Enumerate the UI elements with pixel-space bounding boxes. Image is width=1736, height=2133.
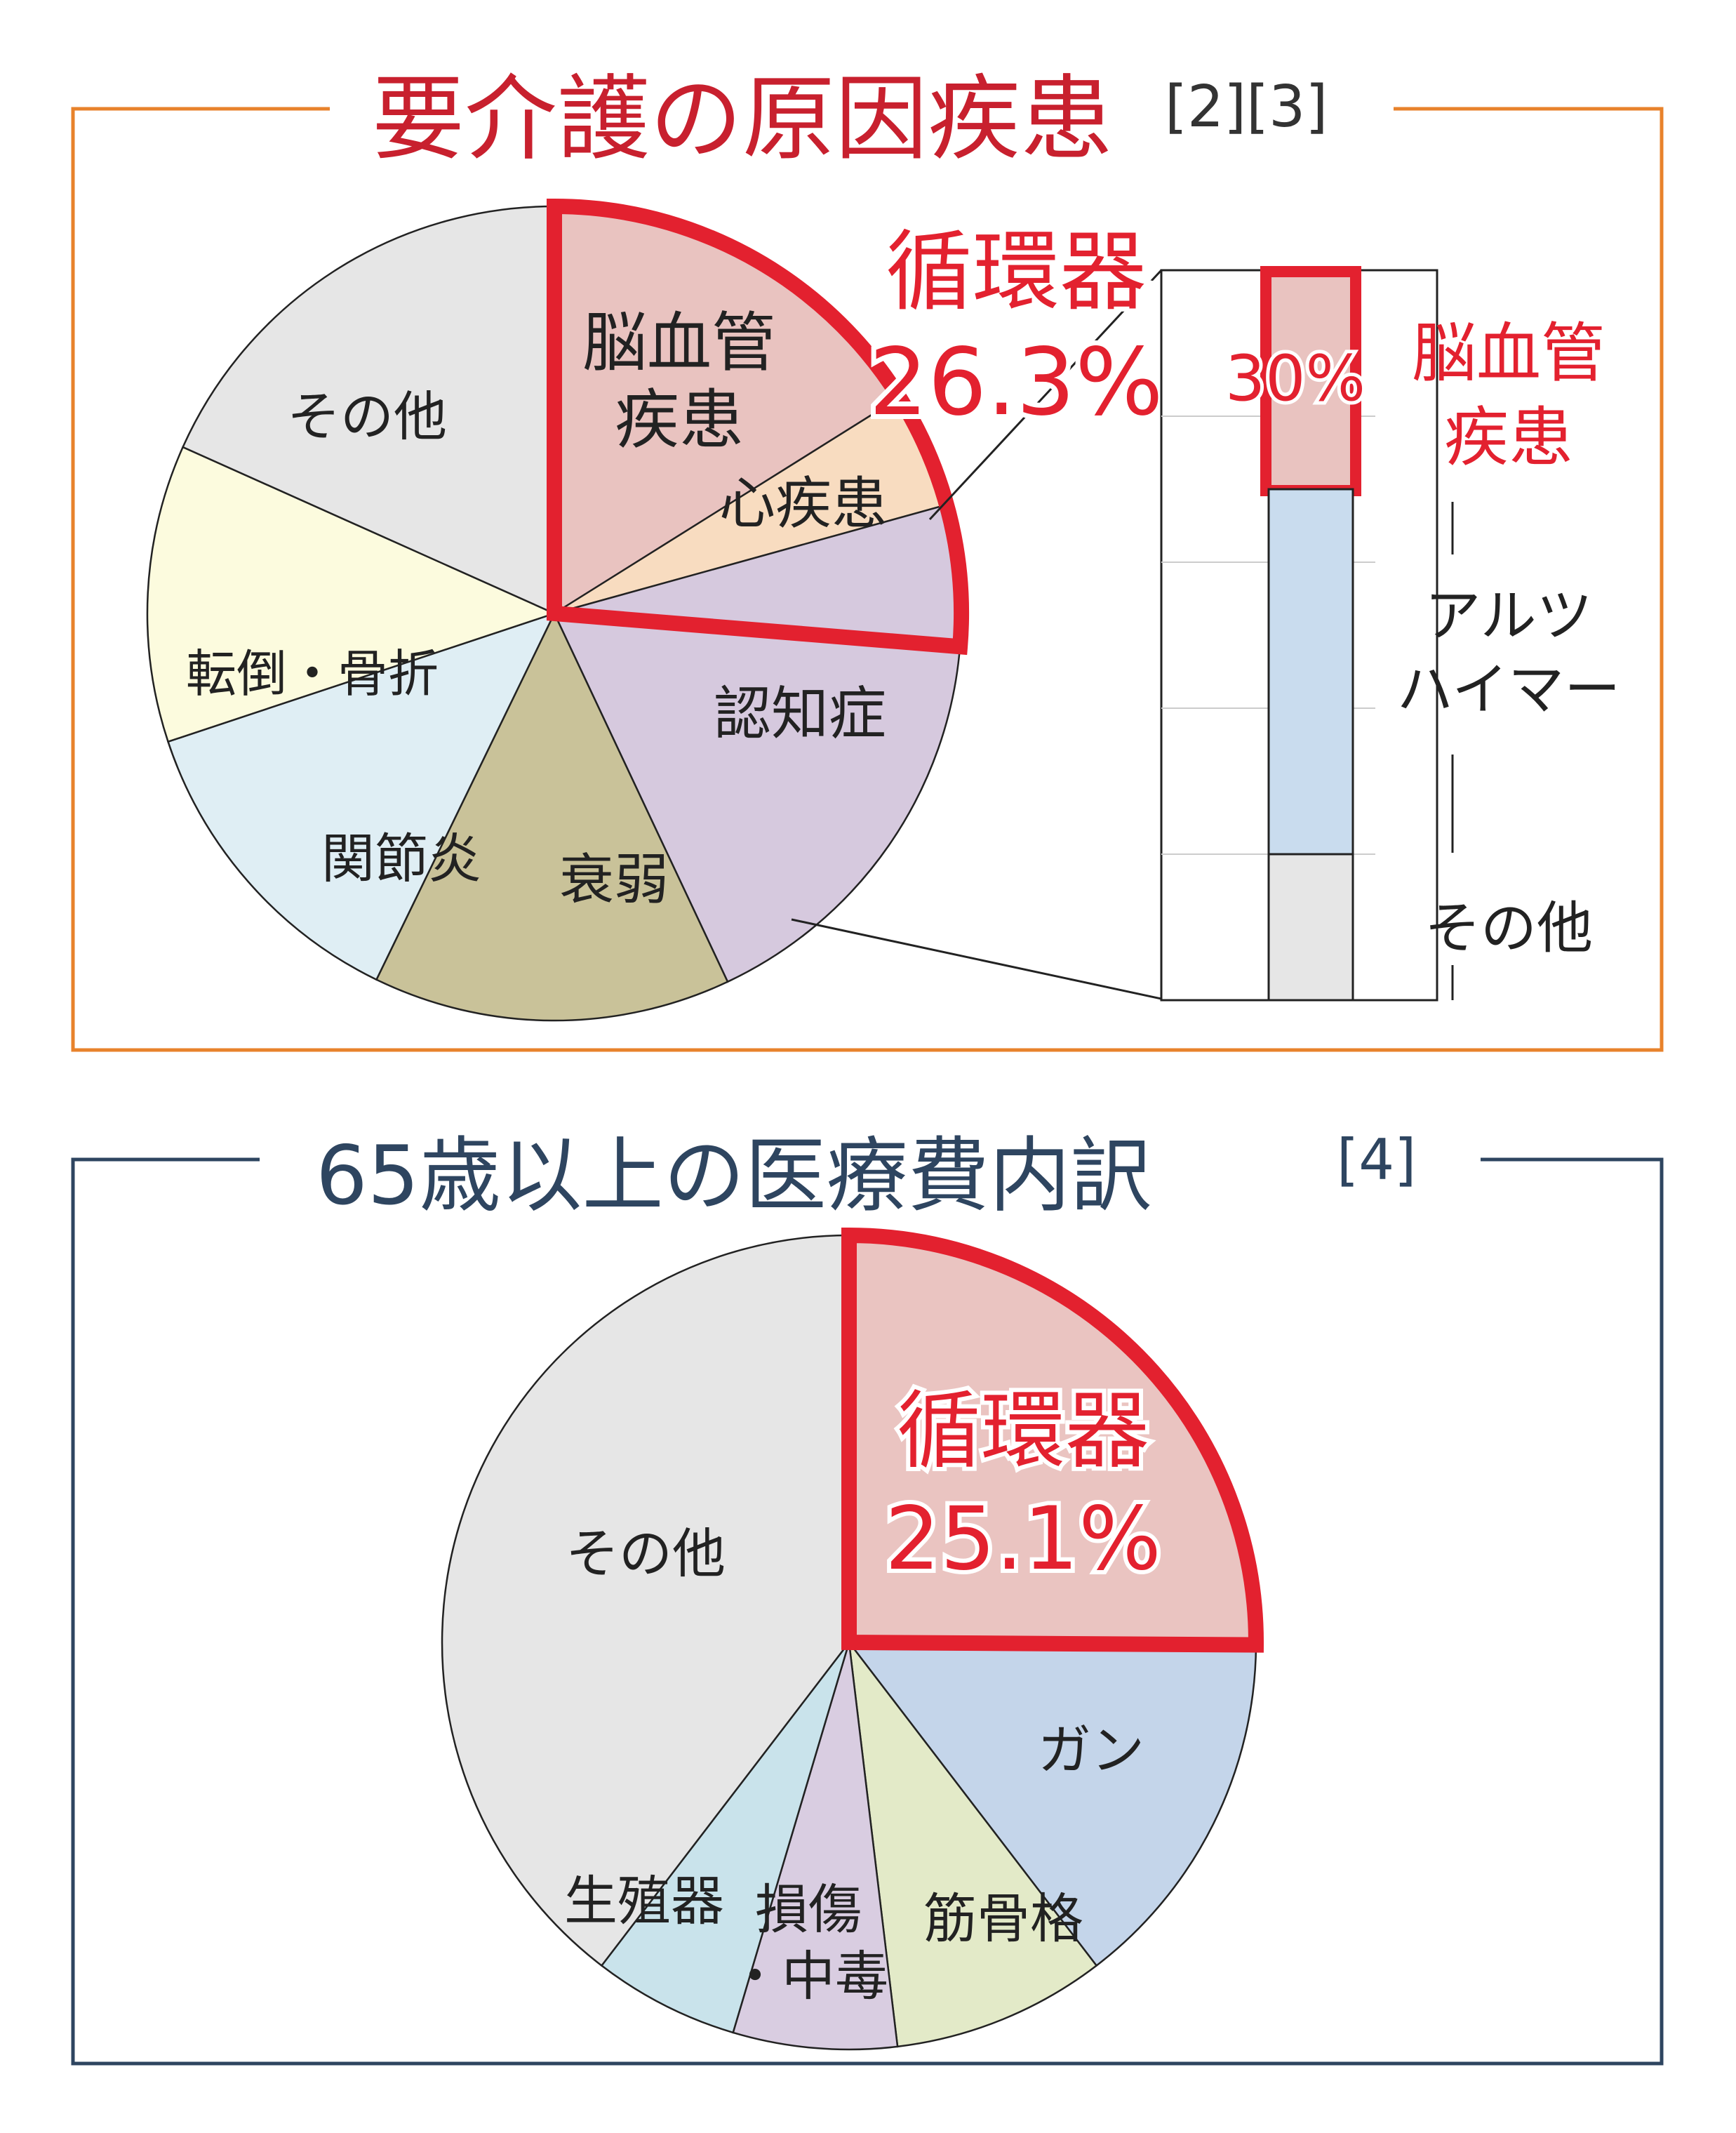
pie-label-その他-1: その他 xyxy=(287,385,447,448)
pie-slice-ガン xyxy=(847,1641,1257,1967)
top-panel: 要介護の原因疾患 [2][3] 脳血管疾患心疾患認知症衰弱関節炎転倒・骨折その他… xyxy=(71,65,1664,1052)
pie-label-心疾患-1: 心疾患 xyxy=(719,471,888,536)
pie-slice-衰弱 xyxy=(375,611,729,1022)
top-panel-frame xyxy=(71,107,1664,1052)
connector-line-upper xyxy=(928,269,1163,521)
pie-label-認知症-1: 認知症 xyxy=(714,681,886,747)
pie-label-生殖器-1: 生殖器 xyxy=(564,1870,724,1932)
top-panel-title: 要介護の原因疾患 xyxy=(372,65,1113,173)
bar-segment-脳血管疾患 xyxy=(1267,269,1354,491)
pie-label-循環器-1: 循環器 xyxy=(897,1383,1149,1480)
pie-label-ガン-1: ガン xyxy=(1038,1719,1144,1781)
bar-middle-label-line1: アルツ xyxy=(1424,583,1592,649)
bar-segment-アルツハイマー xyxy=(1267,488,1354,856)
pie-slice-関節炎 xyxy=(166,611,556,981)
top-panel-title-ref: [2][3] xyxy=(1165,74,1328,140)
pie-slice-その他 xyxy=(441,1234,850,1967)
top-highlight-value: 26.3% xyxy=(869,328,1163,437)
bottom-panel-frame xyxy=(71,1157,1664,2066)
pie-slice-認知症 xyxy=(552,612,961,983)
bar-segment-その他 xyxy=(1267,853,1354,1002)
connector-line-lower xyxy=(791,918,1162,1000)
pie-slice-筋骨格 xyxy=(848,1639,1098,2048)
bar-highlight-value: 30% xyxy=(1225,342,1366,416)
pie-slice-損傷-中毒 xyxy=(732,1642,899,2051)
pie-slice-生殖器 xyxy=(600,1642,850,2034)
circulatory-highlight-outline-bottom xyxy=(841,1227,1264,1653)
pie-label-転倒-骨折-1: 転倒・骨折 xyxy=(186,644,439,703)
pie-label-衰弱-1: 衰弱 xyxy=(559,849,669,912)
pie-label-その他-1: その他 xyxy=(566,1522,726,1585)
pie-label-脳血管疾患-1: 脳血管 xyxy=(582,305,776,380)
bar-highlight-label-line2: 疾患 xyxy=(1444,400,1573,475)
pie-label-損傷-中毒-1: 損傷 xyxy=(755,1878,862,1941)
pie-label-筋骨格-1: 筋骨格 xyxy=(923,1887,1083,1950)
pie-slice-その他 xyxy=(181,205,556,615)
pie-label-脳血管疾患-2: 疾患 xyxy=(615,383,744,458)
pie-label-関節炎-1: 関節炎 xyxy=(321,828,481,890)
bottom-panel-title-ref: [4] xyxy=(1337,1127,1416,1192)
pie-label-損傷-中毒-2: ・中毒 xyxy=(728,1945,888,2007)
bar-middle-label-line2: ハイマー xyxy=(1397,657,1620,722)
bottom-highlight-value: 25.1% xyxy=(885,1489,1161,1590)
bar-bottom-label: その他 xyxy=(1424,896,1593,961)
bottom-panel-title: 65歳以上の医療費内訳 xyxy=(316,1129,1152,1223)
stacked-bar xyxy=(1260,266,1361,1002)
pie-slice-転倒-骨折 xyxy=(146,446,557,743)
bar-highlight-label-line1: 脳血管 xyxy=(1412,316,1605,391)
top-highlight-label: 循環器 xyxy=(886,222,1147,323)
circulatory-highlight-outline xyxy=(547,198,969,656)
